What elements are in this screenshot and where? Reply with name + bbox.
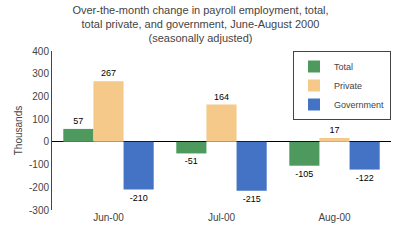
svg-text:Thousands: Thousands (13, 106, 24, 155)
svg-text:-100: -100 (29, 159, 49, 170)
svg-text:Jun-00: Jun-00 (93, 212, 124, 223)
svg-text:-105: -105 (295, 169, 313, 179)
svg-text:Over-the-month change in payro: Over-the-month change in payroll employm… (72, 4, 328, 45)
svg-text:Aug-00: Aug-00 (318, 212, 351, 223)
svg-text:100: 100 (32, 114, 49, 125)
svg-text:-200: -200 (29, 182, 49, 193)
svg-text:-215: -215 (243, 194, 261, 204)
svg-text:-122: -122 (356, 173, 374, 183)
svg-text:300: 300 (32, 68, 49, 79)
svg-text:0: 0 (43, 136, 49, 147)
svg-text:Government: Government (334, 100, 384, 110)
svg-text:Jul-00: Jul-00 (208, 212, 236, 223)
svg-text:Private: Private (334, 81, 362, 91)
svg-text:57: 57 (73, 116, 83, 126)
svg-text:164: 164 (214, 92, 229, 102)
svg-text:-210: -210 (130, 193, 148, 203)
svg-text:17: 17 (329, 125, 339, 135)
svg-text:-300: -300 (29, 205, 49, 216)
svg-text:400: 400 (32, 46, 49, 57)
svg-text:Total: Total (334, 62, 353, 72)
svg-text:200: 200 (32, 91, 49, 102)
svg-text:-51: -51 (185, 156, 198, 166)
svg-text:267: 267 (101, 68, 116, 78)
